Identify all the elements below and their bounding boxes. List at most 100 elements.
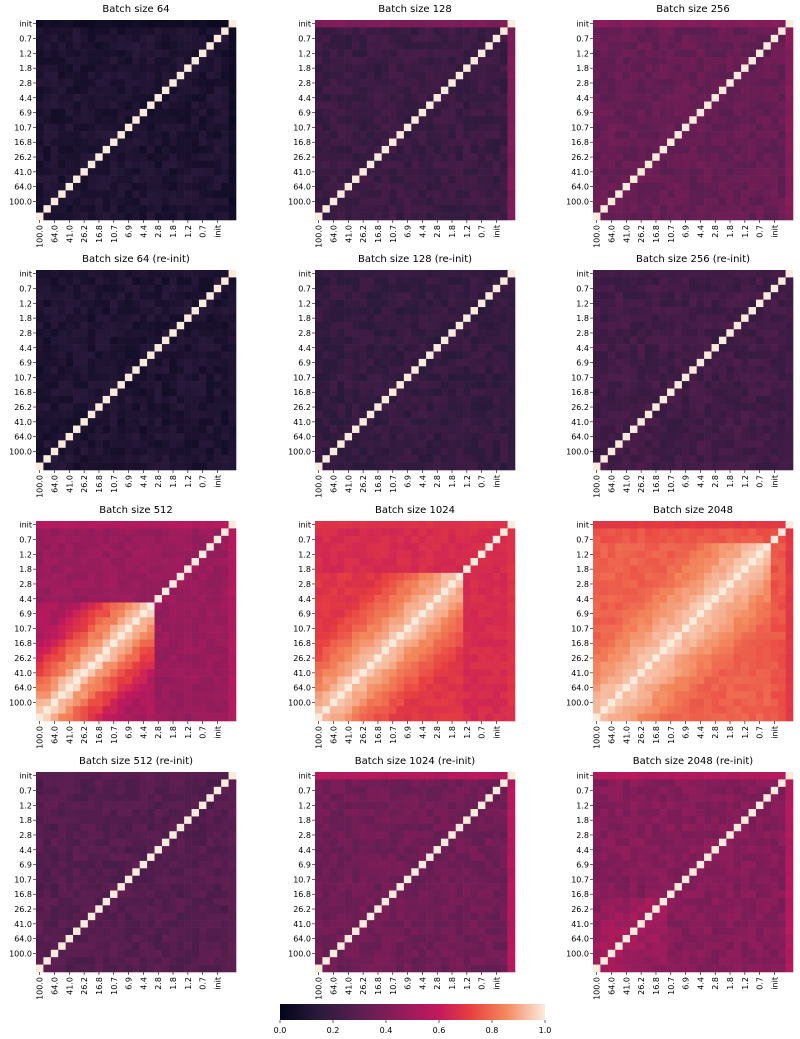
heatmap-cell	[366, 314, 375, 323]
heatmap-cell	[169, 595, 178, 603]
x-tick-label: 10.7	[667, 225, 676, 243]
heatmap-cell	[359, 34, 368, 43]
heatmap-cell	[36, 432, 44, 441]
heatmap-cell	[748, 440, 757, 449]
heatmap-cell	[87, 49, 96, 58]
heatmap-cell	[80, 145, 89, 154]
heatmap-cell	[65, 145, 74, 154]
heatmap-cell	[198, 27, 207, 36]
heatmap-cell	[184, 197, 192, 206]
heatmap-cell	[763, 321, 772, 330]
heatmap-cell	[73, 425, 81, 434]
heatmap-cell	[455, 277, 464, 286]
heatmap-cell	[785, 314, 794, 323]
heatmap-cell	[440, 373, 449, 382]
heatmap-cell	[674, 42, 683, 50]
heatmap-cell	[711, 138, 720, 147]
heatmap-cell	[337, 381, 345, 389]
heatmap-cell	[198, 108, 207, 117]
heatmap-cell	[389, 205, 397, 213]
heatmap-cell	[366, 205, 375, 213]
heatmap-cell	[359, 321, 368, 330]
heatmap-cell	[95, 344, 103, 352]
heatmap-cell	[154, 535, 163, 544]
heatmap-cell	[176, 42, 185, 50]
heatmap-cell	[124, 410, 133, 419]
heatmap-cell	[352, 57, 360, 65]
heatmap-cell	[433, 351, 442, 360]
heatmap-cell	[206, 79, 215, 87]
heatmap-cell	[344, 388, 353, 397]
heatmap-cell	[718, 277, 727, 286]
heatmap-cell	[191, 521, 200, 529]
heatmap-cell	[477, 57, 486, 65]
heatmap-cell	[43, 528, 52, 537]
heatmap-cell	[411, 42, 420, 50]
heatmap-cell	[607, 284, 616, 293]
heatmap-cell	[228, 160, 237, 169]
heatmap-cell	[359, 329, 368, 337]
heatmap-cell	[139, 116, 148, 125]
heatmap-cell	[733, 197, 742, 206]
heatmap-cell	[228, 270, 237, 278]
heatmap-cell	[228, 580, 237, 588]
heatmap-cell	[322, 138, 331, 147]
heatmap-cell	[65, 358, 74, 367]
heatmap-cell	[778, 455, 786, 463]
heatmap-cell	[381, 64, 390, 73]
heatmap-cell	[615, 131, 623, 139]
heatmap-cell	[102, 587, 111, 596]
heatmap-cell	[652, 49, 660, 58]
heatmap-cell	[600, 410, 609, 419]
heatmap-cell	[593, 49, 601, 58]
heatmap-cell	[176, 123, 185, 132]
heatmap-cell	[785, 351, 794, 360]
heatmap-cell	[87, 299, 96, 308]
heatmap-cell	[147, 108, 155, 117]
heatmap-cell	[213, 314, 222, 323]
heatmap-cell	[477, 182, 486, 191]
heatmap-cell	[455, 358, 464, 367]
heatmap-cell	[110, 34, 118, 43]
heatmap-cell	[763, 270, 772, 278]
heatmap-cell	[637, 108, 646, 117]
heatmap-cell	[315, 64, 323, 73]
heatmap-cell	[65, 34, 74, 43]
heatmap-cell	[778, 314, 786, 323]
heatmap-cell	[117, 153, 126, 162]
heatmap-cell	[448, 292, 457, 300]
heatmap-cell	[147, 381, 155, 389]
heatmap-cell	[322, 284, 331, 293]
heatmap-cell	[681, 131, 690, 139]
heatmap-cell	[630, 168, 638, 176]
heatmap-cell	[418, 34, 427, 43]
heatmap-cell	[492, 425, 501, 434]
heatmap-cell	[593, 329, 601, 337]
heatmap-cell	[80, 403, 89, 412]
heatmap-cell	[366, 425, 375, 434]
heatmap-cell	[652, 277, 660, 286]
heatmap-cell	[711, 86, 720, 95]
heatmap-cell	[411, 175, 420, 184]
heatmap-cell	[426, 307, 434, 315]
heatmap-cell	[36, 602, 44, 611]
heatmap-cell	[637, 455, 646, 463]
heatmap-cell	[607, 49, 616, 58]
heatmap-cell	[778, 440, 786, 449]
heatmap-cell	[154, 138, 163, 147]
heatmap-cell	[726, 42, 735, 50]
heatmap-cell	[132, 403, 141, 412]
heatmap-cell	[615, 395, 623, 404]
heatmap-cell	[726, 358, 735, 367]
heatmap-cell	[184, 432, 192, 441]
heatmap-cell	[492, 160, 501, 169]
heatmap-cell	[73, 366, 81, 375]
heatmap-cell	[748, 425, 757, 434]
heatmap-cell	[366, 131, 375, 139]
heatmap-cell	[184, 270, 192, 278]
heatmap-cell	[147, 418, 155, 426]
heatmap-cell	[507, 86, 516, 95]
heatmap-cell	[696, 71, 705, 80]
heatmap-cell	[607, 425, 616, 434]
heatmap-cell	[741, 42, 749, 50]
